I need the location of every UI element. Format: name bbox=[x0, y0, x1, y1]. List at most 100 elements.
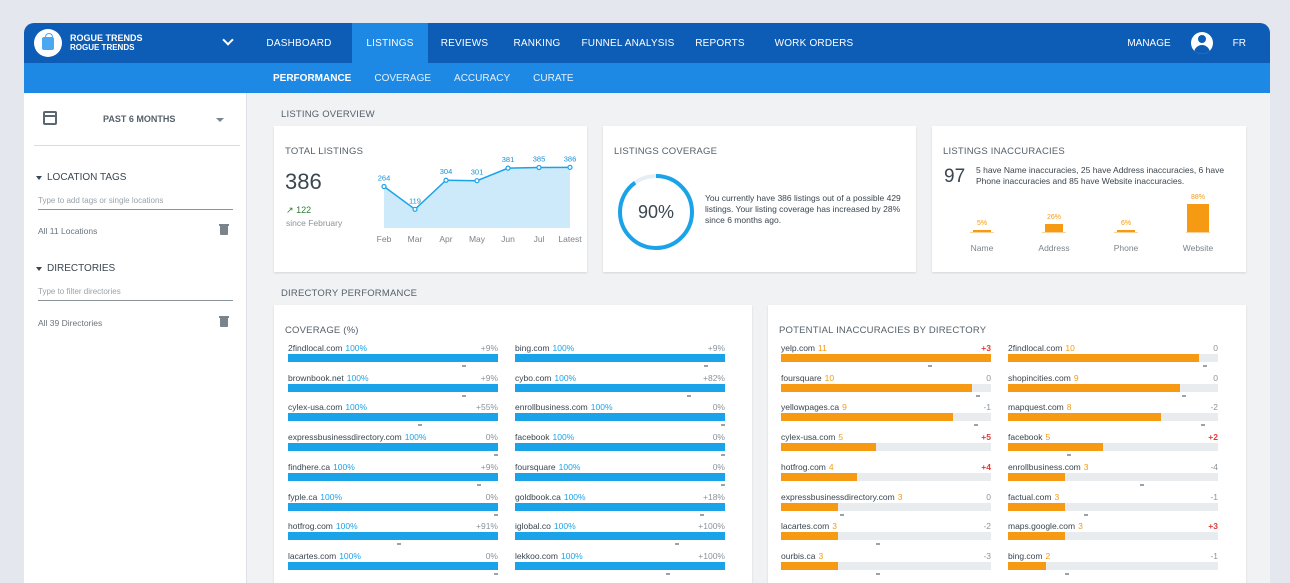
directory-change: 0% bbox=[712, 461, 725, 472]
directory-name: foursquare bbox=[515, 461, 556, 472]
directories-toggle[interactable]: DIRECTORIES bbox=[36, 263, 115, 274]
directory-row[interactable]: lacartes.com 3 -2 bbox=[781, 521, 991, 550]
caret-down-icon[interactable] bbox=[216, 118, 224, 122]
inaccuracy-bar bbox=[1117, 230, 1135, 232]
directory-name: lekkoo.com bbox=[515, 550, 558, 561]
directory-row[interactable]: hotfrog.com 100% +91% bbox=[288, 521, 498, 550]
previous-value-marker bbox=[397, 543, 402, 546]
nav-item-ranking[interactable]: RANKING bbox=[513, 37, 561, 49]
directory-name-wrap: factual.com 3 bbox=[1008, 492, 1059, 502]
directory-row[interactable]: cylex-usa.com 100% +55% bbox=[288, 402, 498, 431]
directory-row[interactable]: yellowpages.ca 9 -1 bbox=[781, 402, 991, 431]
trend-data-label: 119 bbox=[409, 196, 421, 205]
nav-item-reports[interactable]: REPORTS bbox=[695, 37, 745, 49]
user-avatar-icon[interactable] bbox=[1190, 32, 1213, 54]
directory-row[interactable]: lekkoo.com 100% +100% bbox=[515, 551, 725, 580]
directory-row[interactable]: shopincities.com 9 0 bbox=[1008, 373, 1218, 402]
directory-row[interactable]: facebook 5 +2 bbox=[1008, 432, 1218, 461]
directory-name-wrap: expressbusinessdirectory.com 100% bbox=[288, 432, 426, 442]
directory-change: 0 bbox=[986, 372, 991, 383]
directory-row[interactable]: maps.google.com 3 +3 bbox=[1008, 521, 1218, 550]
manage-link[interactable]: MANAGE bbox=[1127, 37, 1171, 49]
trash-icon[interactable] bbox=[219, 316, 229, 327]
directory-name: enrollbusiness.com bbox=[515, 402, 588, 413]
directory-row[interactable]: 2findlocal.com 100% +9% bbox=[288, 343, 498, 372]
directory-row[interactable]: foursquare 100% 0% bbox=[515, 462, 725, 491]
directory-bar-fill bbox=[1008, 443, 1103, 452]
directory-row[interactable]: foursquare 10 0 bbox=[781, 373, 991, 402]
directory-name-wrap: 2findlocal.com 10 bbox=[1008, 343, 1075, 353]
directory-bar-fill bbox=[781, 532, 838, 541]
listings-coverage-card: LISTINGS COVERAGE 90% You currently have… bbox=[603, 126, 916, 272]
nav-item-funnel-analysis[interactable]: FUNNEL ANALYSIS bbox=[581, 37, 675, 49]
directory-bar-fill bbox=[1008, 383, 1181, 392]
collapse-triangle-icon bbox=[36, 175, 42, 180]
directory-row[interactable]: facebook 100% 0% bbox=[515, 432, 725, 461]
subnav-item-coverage[interactable]: COVERAGE bbox=[374, 72, 432, 84]
subnav-item-curate[interactable]: CURATE bbox=[533, 72, 574, 84]
directory-row[interactable]: fyple.ca 100% 0% bbox=[288, 492, 498, 521]
subnav-item-accuracy[interactable]: ACCURACY bbox=[454, 72, 511, 84]
directory-bar-fill bbox=[515, 413, 725, 422]
directory-row[interactable]: enrollbusiness.com 100% 0% bbox=[515, 402, 725, 431]
directory-row[interactable]: findhere.ca 100% +9% bbox=[288, 462, 498, 491]
inaccuracies-description: 5 have Name inaccuracies, 25 have Addres… bbox=[976, 165, 1225, 186]
nav-item-reviews[interactable]: REVIEWS bbox=[440, 37, 489, 49]
directory-bar-track bbox=[515, 354, 725, 362]
nav-item-dashboard[interactable]: DASHBOARD bbox=[266, 37, 332, 49]
directory-value: 2 bbox=[1045, 550, 1051, 561]
directories-filter-input[interactable]: Type to filter directories bbox=[38, 287, 233, 301]
previous-value-marker bbox=[1201, 424, 1206, 427]
directory-row[interactable]: 2findlocal.com 10 0 bbox=[1008, 343, 1218, 372]
directory-row[interactable]: goldbook.ca 100% +18% bbox=[515, 492, 725, 521]
directory-row[interactable]: factual.com 3 -1 bbox=[1008, 492, 1218, 521]
directory-name-wrap: cylex-usa.com 100% bbox=[288, 402, 367, 412]
nav-item-work-orders[interactable]: WORK ORDERS bbox=[774, 37, 854, 49]
directory-row[interactable]: expressbusinessdirectory.com 3 0 bbox=[781, 492, 991, 521]
location-tags-input[interactable]: Type to add tags or single locations bbox=[38, 196, 233, 210]
trend-data-label: 301 bbox=[471, 168, 484, 177]
location-tags-toggle[interactable]: LOCATION TAGS bbox=[36, 172, 126, 183]
collapse-triangle-icon bbox=[36, 266, 42, 271]
chevron-down-icon[interactable] bbox=[222, 34, 234, 46]
subnav-item-performance[interactable]: PERFORMANCE bbox=[273, 72, 352, 84]
directory-row[interactable]: brownbook.net 100% +9% bbox=[288, 373, 498, 402]
language-toggle[interactable]: FR bbox=[1232, 37, 1246, 49]
directory-row[interactable]: ourbis.ca 3 -3 bbox=[781, 551, 991, 580]
directory-bar-fill bbox=[1008, 354, 1200, 362]
inaccuracies-value: 97 bbox=[944, 166, 966, 187]
period-select[interactable]: PAST 6 MONTHS bbox=[103, 114, 176, 124]
brand-switcher[interactable]: ROGUE TRENDS ROGUE TRENDS bbox=[24, 23, 246, 63]
directory-name-wrap: iglobal.co 100% bbox=[515, 521, 576, 531]
directory-row[interactable]: bing.com 2 -1 bbox=[1008, 551, 1218, 580]
directory-change: +4 bbox=[981, 461, 991, 472]
directory-row[interactable]: expressbusinessdirectory.com 100% 0% bbox=[288, 432, 498, 461]
directory-change: -2 bbox=[983, 521, 991, 532]
directory-value: 100% bbox=[333, 461, 355, 472]
directory-value: 100% bbox=[345, 402, 368, 413]
trash-icon[interactable] bbox=[219, 224, 229, 235]
directory-value: 5 bbox=[838, 432, 844, 443]
directory-change: 0 bbox=[986, 491, 991, 502]
directory-row[interactable]: cylex-usa.com 5 +5 bbox=[781, 432, 991, 461]
directory-row[interactable]: bing.com 100% +9% bbox=[515, 343, 725, 372]
trend-x-label: Mar bbox=[408, 234, 423, 244]
trend-point bbox=[412, 206, 418, 212]
directory-row[interactable]: mapquest.com 8 -2 bbox=[1008, 402, 1218, 431]
nav-item-listings[interactable]: LISTINGS bbox=[352, 23, 428, 63]
directory-bar-fill bbox=[515, 502, 725, 511]
directory-row[interactable]: enrollbusiness.com 3 -4 bbox=[1008, 462, 1218, 491]
directory-value: 5 bbox=[1045, 432, 1051, 443]
directory-bar-track bbox=[515, 502, 725, 511]
directory-row[interactable]: lacartes.com 100% 0% bbox=[288, 551, 498, 580]
calendar-icon[interactable] bbox=[43, 111, 57, 125]
filter-sidebar: PAST 6 MONTHS LOCATION TAGS Type to add … bbox=[24, 93, 247, 583]
directory-row[interactable]: hotfrog.com 4 +4 bbox=[781, 462, 991, 491]
directory-row[interactable]: iglobal.co 100% +100% bbox=[515, 521, 725, 550]
directory-bar-fill bbox=[1008, 472, 1065, 481]
trend-x-label: Feb bbox=[377, 234, 392, 244]
directory-row[interactable]: yelp.com 11 +3 bbox=[781, 343, 991, 372]
directory-name-wrap: 2findlocal.com 100% bbox=[288, 343, 367, 353]
listings-inaccuracies-card: LISTINGS INACCURACIES 97 5 have Name ina… bbox=[932, 126, 1246, 272]
directory-row[interactable]: cybo.com 100% +82% bbox=[515, 373, 725, 402]
